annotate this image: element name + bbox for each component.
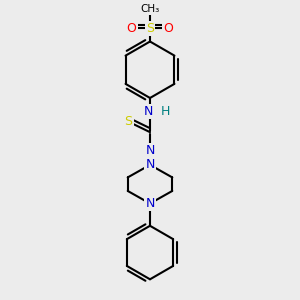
Text: N: N xyxy=(145,143,155,157)
Text: CH₃: CH₃ xyxy=(140,4,160,14)
Text: S: S xyxy=(146,22,154,34)
Text: O: O xyxy=(127,22,136,34)
Text: N: N xyxy=(145,158,155,171)
Text: N: N xyxy=(144,105,153,118)
Text: S: S xyxy=(124,115,133,128)
Text: H: H xyxy=(161,105,170,118)
Text: N: N xyxy=(145,197,155,210)
Text: O: O xyxy=(164,22,173,34)
